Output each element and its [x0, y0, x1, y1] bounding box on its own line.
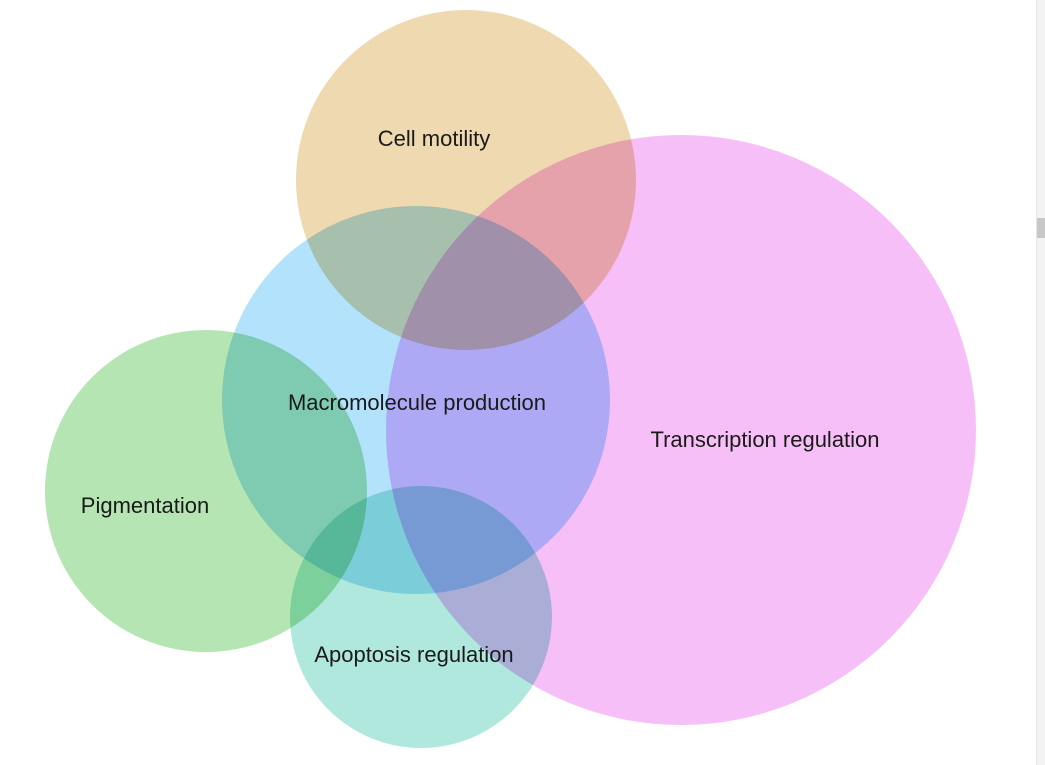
set-label-cell-motility: Cell motility — [378, 126, 490, 151]
set-circle-apoptosis[interactable] — [290, 486, 552, 748]
scrollbar-thumb[interactable] — [1037, 218, 1045, 238]
vertical-scrollbar[interactable] — [1036, 0, 1045, 765]
set-label-pigmentation: Pigmentation — [81, 493, 209, 518]
set-label-macromolecule: Macromolecule production — [288, 390, 546, 415]
set-label-apoptosis: Apoptosis regulation — [314, 642, 513, 667]
set-circle-pigmentation[interactable] — [45, 330, 367, 652]
set-label-transcription: Transcription regulation — [650, 427, 879, 452]
